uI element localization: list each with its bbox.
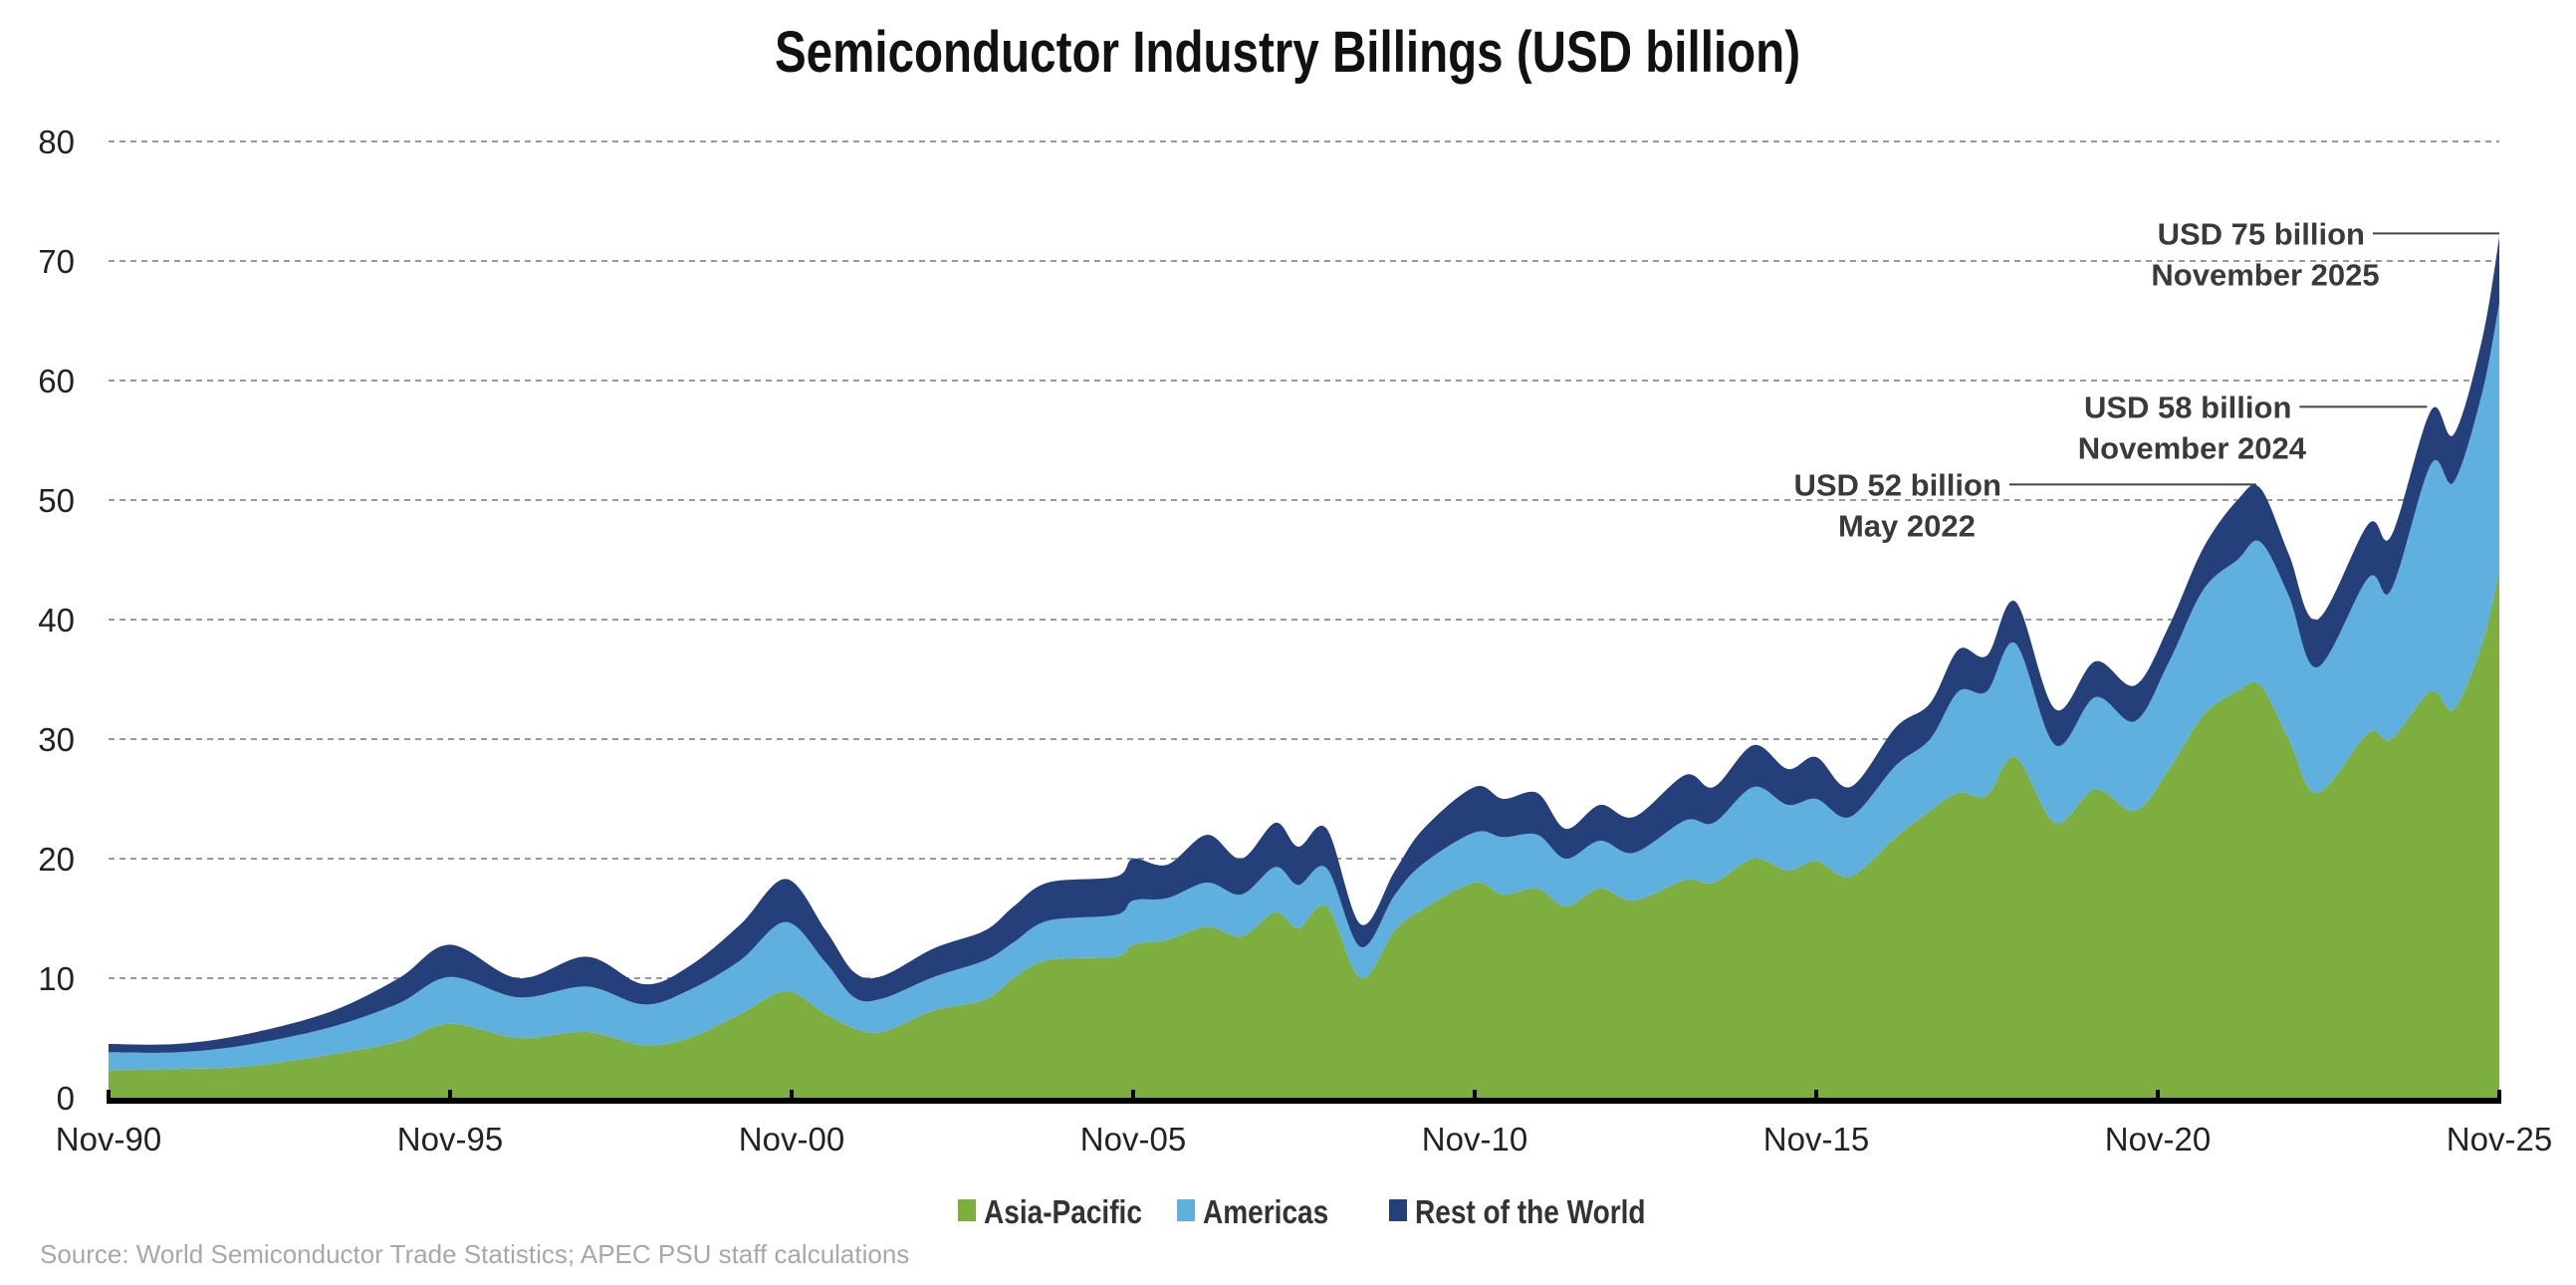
- legend-label: Americas: [1203, 1194, 1328, 1231]
- x-tick-label: Nov-10: [1422, 1121, 1527, 1157]
- x-tick-label: Nov-15: [1763, 1121, 1869, 1157]
- y-tick-label: 30: [38, 721, 75, 758]
- y-tick-label: 40: [38, 602, 75, 639]
- legend-swatch: [1177, 1199, 1195, 1221]
- x-axis: Nov-90 Nov-95 Nov-00 Nov-05 Nov-10 Nov-15 Nov-…: [56, 1090, 2552, 1157]
- source-note: Source: World Semiconductor Trade Statis…: [40, 1239, 909, 1269]
- annotation-date: November 2024: [2078, 430, 2307, 465]
- legend-swatch: [1389, 1199, 1407, 1221]
- legend-label: Rest of the World: [1415, 1194, 1646, 1231]
- area-rest-of-the-world: [109, 237, 2499, 1053]
- x-tick-label: Nov-05: [1080, 1121, 1186, 1157]
- y-tick-label: 10: [38, 960, 75, 997]
- y-tick-label: 80: [38, 124, 75, 160]
- annotation-value: USD 75 billion: [2158, 216, 2365, 251]
- y-axis: 0 10 20 30 40 50 60 70 80: [38, 124, 75, 1117]
- legend-label: Asia-Pacific: [984, 1194, 1142, 1231]
- annotations: USD 52 billion May 2022 USD 58 billion Nove…: [1793, 216, 2499, 543]
- y-tick-label: 60: [38, 363, 75, 399]
- legend-swatch: [958, 1199, 976, 1221]
- stacked-areas: [109, 237, 2499, 1098]
- x-tick-label: Nov-00: [739, 1121, 844, 1157]
- x-tick-label: Nov-95: [397, 1121, 503, 1157]
- annotation-date: May 2022: [1838, 508, 1976, 543]
- x-tick-label: Nov-20: [2105, 1121, 2211, 1157]
- y-tick-label: 0: [57, 1080, 75, 1117]
- annotation-value: USD 58 billion: [2084, 389, 2291, 424]
- annotation-value: USD 52 billion: [1793, 467, 2000, 502]
- legend: Asia-Pacific Americas Rest of the World: [958, 1194, 1646, 1231]
- annotation-date: November 2025: [2151, 257, 2379, 292]
- chart-title: Semiconductor Industry Billings (USD bil…: [775, 21, 1800, 86]
- area-americas: [109, 303, 2499, 1071]
- x-tick-label: Nov-90: [56, 1121, 161, 1157]
- x-tick-label: Nov-25: [2447, 1121, 2552, 1157]
- y-tick-label: 20: [38, 841, 75, 878]
- y-tick-label: 70: [38, 243, 75, 280]
- area-asia-pacific: [109, 572, 2499, 1098]
- y-tick-label: 50: [38, 482, 75, 519]
